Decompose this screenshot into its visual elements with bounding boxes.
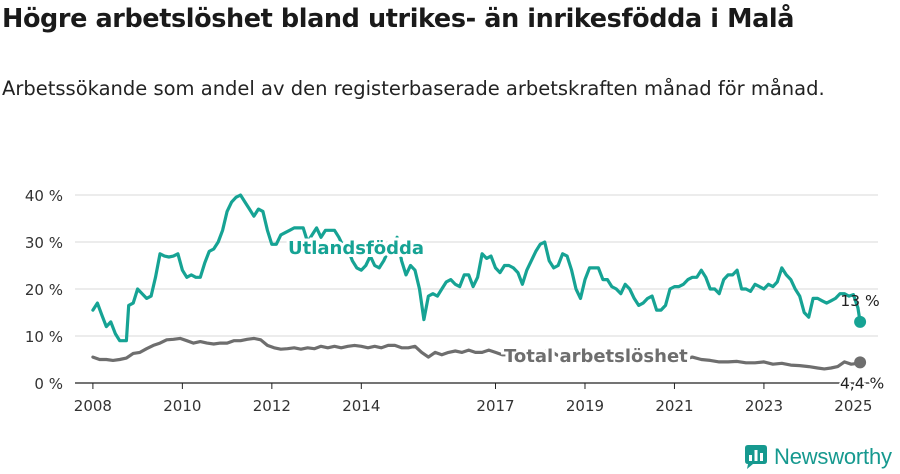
end-point-total <box>854 356 867 369</box>
y-tick-label: 10 % <box>25 328 63 346</box>
series-label-utlandsfodda: Utlandsfödda <box>288 238 424 259</box>
series-label-total: Total arbetslöshet <box>504 346 688 367</box>
y-tick-label: 30 % <box>25 234 63 252</box>
page-subtitle: Arbetssökande som andel av den registerb… <box>2 77 825 100</box>
x-tick-label: 2008 <box>74 397 112 415</box>
x-tick-label: 2012 <box>253 397 291 415</box>
x-tick-label: 2023 <box>745 397 783 415</box>
end-label-utlandsfodda: 13 % <box>840 292 879 310</box>
x-tick-label: 2017 <box>476 397 514 415</box>
end-label-total: 4,4 % <box>840 374 884 392</box>
brand[interactable]: Newsworthy <box>744 441 892 473</box>
x-tick-label: 2019 <box>566 397 604 415</box>
series-line-utlandsfodda <box>91 193 862 343</box>
x-tick-label: 2014 <box>342 397 380 415</box>
y-tick-label: 40 % <box>25 187 63 205</box>
x-tick-label: 2021 <box>655 397 693 415</box>
y-tick-label: 20 % <box>25 281 63 299</box>
page-title: Högre arbetslöshet bland utrikes- än inr… <box>2 4 795 34</box>
end-point-utlandsfodda <box>854 315 867 328</box>
brand-name: Newsworthy <box>774 444 892 469</box>
series-line-total <box>91 336 862 371</box>
y-tick-label: 0 % <box>34 375 63 393</box>
x-tick-label: 2010 <box>163 397 201 415</box>
x-tick-label: 2025 <box>834 397 872 415</box>
newsworthy-logo-icon <box>745 445 767 469</box>
